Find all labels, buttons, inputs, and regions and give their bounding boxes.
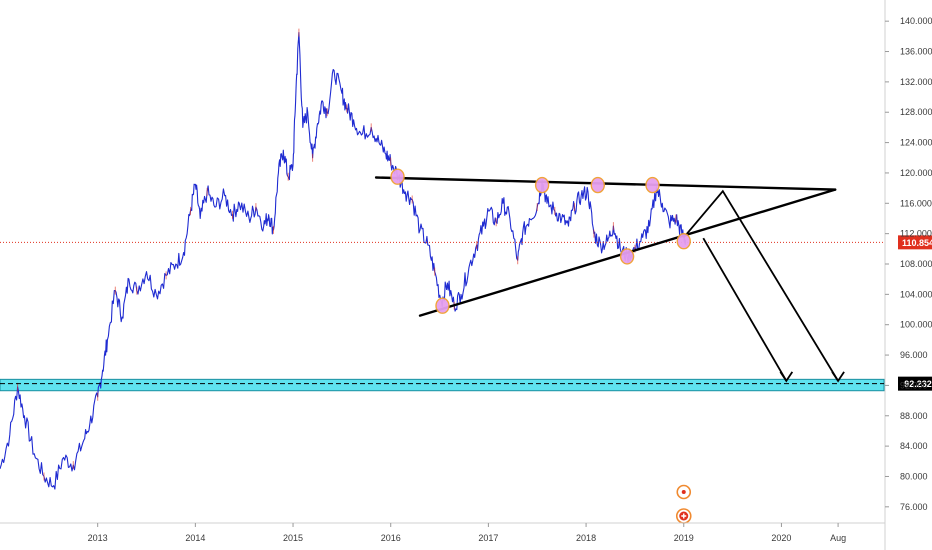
pattern-highlights: [390, 168, 691, 314]
y-tick-label: 88.000: [900, 411, 928, 421]
y-tick-label: 116.000: [900, 198, 932, 208]
target-price-badge: [898, 376, 932, 391]
y-tick-label: 132.000: [900, 77, 932, 87]
current-price-badge: [898, 235, 932, 250]
price-line: [0, 32, 687, 490]
price-wicks: [17, 28, 677, 481]
y-tick-label: 100.000: [900, 320, 932, 330]
target-price-label: 92.232: [904, 379, 932, 389]
highlight-point: [645, 176, 660, 194]
current-price-line: 110.854: [0, 235, 932, 250]
projection-arrowhead-1: [831, 371, 845, 383]
event-markers[interactable]: [675, 484, 692, 524]
y-tick-label: 124.000: [900, 138, 932, 148]
y-tick-label: 112.000: [900, 229, 932, 239]
x-tick-label: 2020: [771, 533, 791, 543]
projection-arrow-path-1: [683, 189, 839, 382]
price-axis[interactable]: 140.000 136.000 132.000 128.000 124.000 120.0…: [884, 0, 932, 550]
y-tick-label: 96.000: [900, 350, 928, 360]
y-tick-label: 120.000: [900, 168, 932, 178]
highlight-point: [590, 176, 605, 194]
y-tick-label: 108.000: [900, 259, 932, 269]
highlight-point: [435, 297, 450, 314]
y-tick-label: 104.000: [900, 289, 932, 299]
y-tick-label: 84.000: [900, 441, 928, 451]
x-tick-label: 2019: [674, 533, 694, 543]
plus-event-icon[interactable]: [675, 508, 692, 524]
highlight-point: [676, 233, 691, 250]
y-tick-label: 76.000: [900, 502, 928, 512]
time-axis[interactable]: 2013 2014 2015 2016 2017 2018 2019 2020 Aug: [0, 522, 885, 543]
y-tick-label: 128.000: [900, 107, 932, 117]
support-zone: [0, 378, 885, 392]
support-zone-band: [0, 378, 885, 392]
y-tick-label: 140.000: [900, 16, 932, 26]
flag-event-dot: [681, 490, 686, 494]
y-tick-label: 80.000: [900, 471, 928, 481]
x-tick-label: 2015: [283, 533, 303, 543]
projection-arrowhead-2: [779, 371, 794, 383]
resistance-trendline: [374, 176, 837, 191]
y-tick-label: 92.000: [900, 380, 928, 390]
x-tick-label: 2013: [88, 533, 108, 543]
x-tick-label: 2016: [381, 533, 401, 543]
x-tick-label: 2017: [478, 533, 498, 543]
plus-event-cross: [681, 513, 687, 519]
x-tick-label: 2014: [185, 533, 205, 543]
flag-event-icon[interactable]: [676, 484, 692, 500]
projection-arrow-path-2: [702, 237, 788, 382]
current-price-label: 110.854: [902, 238, 932, 248]
y-tick-label: 136.000: [900, 47, 932, 57]
highlight-point: [619, 248, 635, 265]
x-tick-label: Aug: [830, 533, 846, 543]
highlight-point: [534, 176, 550, 194]
x-tick-label: 2018: [576, 533, 596, 543]
target-price-line: 92.232: [0, 376, 932, 391]
trendlines: [374, 176, 845, 383]
price-series: [0, 28, 687, 490]
highlight-point: [390, 168, 405, 185]
